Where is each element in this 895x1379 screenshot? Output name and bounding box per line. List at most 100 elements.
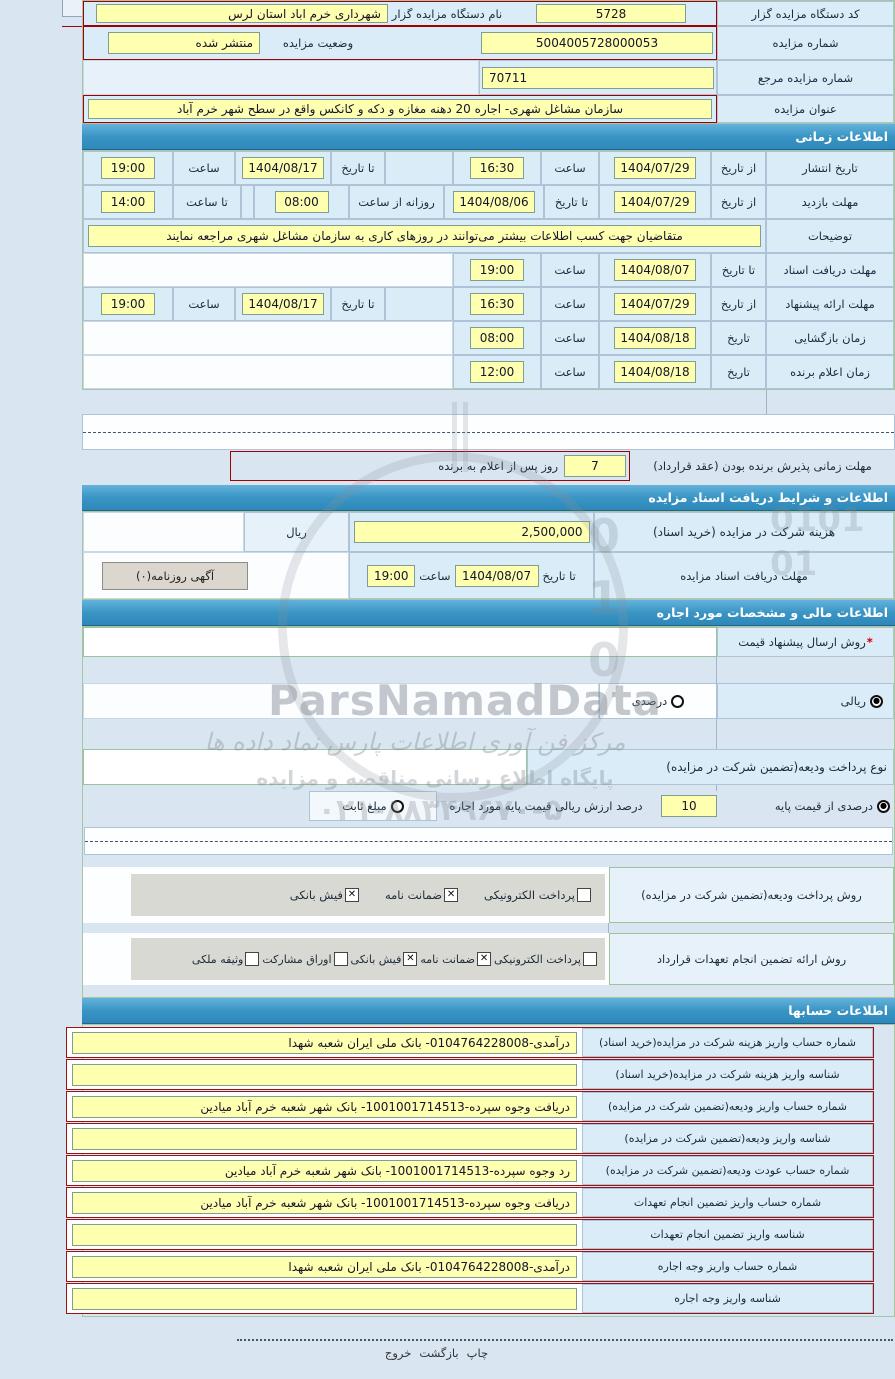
electronic-payment-checkbox[interactable]: پرداخت الکترونیکی — [484, 888, 591, 902]
publish-from-date-input[interactable]: 1404/07/29 — [614, 157, 696, 179]
back-link[interactable]: بازگشت — [419, 1346, 459, 1360]
auction-number-value[interactable]: 5004005728000053 — [481, 32, 713, 54]
device-name-value[interactable]: شهرداری خرم اباد استان لرس — [96, 4, 388, 23]
device-code-label: کد دستگاه مزایده گزار — [717, 1, 894, 26]
docs-deadline-row: مهلت دریافت اسناد مزایده تا تاریخ 1404/0… — [83, 552, 894, 599]
time-info-table: تاریخ انتشار از تاریخ 1404/07/29 ساعت 16… — [82, 150, 895, 390]
price-method-label: * روش ارسال پیشنهاد قیمت — [717, 627, 894, 657]
price-method-label-text: روش ارسال پیشنهاد قیمت — [738, 635, 866, 649]
rial-radio[interactable]: ● ریالی — [841, 694, 883, 708]
percent-of-base-radio[interactable]: ● درصدی از قیمت پایه — [775, 799, 890, 813]
doc-deadline-time-input[interactable]: 19:00 — [470, 259, 524, 281]
proposal-to-date-input[interactable]: 1404/08/17 — [242, 293, 324, 315]
participation-bonds-checkbox[interactable]: اوراق مشارکت — [262, 952, 348, 966]
section-header-time-info: اطلاعات زمانی — [82, 124, 895, 150]
hour-label: ساعت — [541, 253, 599, 287]
publish-from-time-input[interactable]: 16:30 — [470, 157, 524, 179]
bank-receipt-checkbox[interactable]: ✕ فیش بانکی — [351, 952, 418, 966]
checkbox-checked-icon: ✕ — [403, 952, 418, 966]
checkbox-label: اوراق مشارکت — [262, 952, 332, 966]
print-link[interactable]: چاپ — [466, 1346, 489, 1360]
publish-to-date-input[interactable]: 1404/08/17 — [242, 157, 324, 179]
visit-daily-from-input[interactable]: 08:00 — [274, 191, 329, 213]
from-date-label: از تاریخ — [711, 185, 766, 219]
auction-detail-page: کد دستگاه مزایده گزار 5728 نام دستگاه مز… — [66, 0, 895, 1360]
account-row-input[interactable]: رد وجوه سپرده-1001001714513- بانک شهر شع… — [72, 1159, 577, 1182]
bank-receipt-checkbox[interactable]: ✕ فیش بانکی — [290, 888, 359, 902]
opening-date-input[interactable]: 1404/08/18 — [614, 327, 696, 349]
account-row-input[interactable]: دریافت وجوه سپرده-1001001714513- بانک شه… — [72, 1095, 577, 1118]
proposal-deadline-row: مهلت ارائه پیشنهاد از تاریخ 1404/07/29 س… — [83, 287, 894, 321]
publish-date-row: تاریخ انتشار از تاریخ 1404/07/29 ساعت 16… — [83, 151, 894, 185]
percent-of-base-radio-label: درصدی از قیمت پایه — [774, 799, 873, 813]
deposit-percent-input[interactable]: 10 — [661, 795, 717, 817]
to-date-label: تا تاریخ — [544, 185, 599, 219]
empty-cell — [83, 321, 453, 355]
hour-label: ساعت — [541, 287, 599, 321]
visit-from-date-input[interactable]: 1404/07/29 — [614, 191, 696, 213]
account-row: شماره حساب عودت ودیعه(تضمین شرکت در مزای… — [66, 1155, 874, 1186]
empty-dashed-panel — [84, 827, 893, 855]
electronic-payment-checkbox[interactable]: پرداخت الکترونیکی — [494, 952, 597, 966]
participation-fee-input[interactable]: 2,500,000 — [353, 521, 590, 543]
footer-dotted-rule — [237, 1339, 893, 1341]
account-row: شماره حساب واریز وجه اجاره درآمدی-010476… — [66, 1251, 874, 1282]
newspaper-ad-button[interactable]: آگهی روزنامه(۰) — [102, 561, 248, 590]
price-method-row: * روش ارسال پیشنهاد قیمت — [83, 627, 894, 657]
checkbox-unchecked-icon — [583, 952, 597, 966]
visit-daily-to-input[interactable]: 14:00 — [101, 191, 155, 213]
proposal-from-date-input[interactable]: 1404/07/29 — [614, 293, 696, 315]
guarantee-letter-checkbox[interactable]: ✕ ضمانت نامه — [385, 888, 459, 902]
account-row-input[interactable] — [72, 1127, 577, 1150]
account-row-input[interactable] — [72, 1063, 577, 1086]
radio-unselected-icon — [390, 799, 404, 813]
empty-cell — [83, 253, 453, 287]
exit-link[interactable]: خروج — [384, 1346, 412, 1360]
auction-title-value[interactable]: سازمان مشاغل شهری- اجاره 20 دهنه مغازه و… — [88, 99, 712, 119]
guarantee-letter-checkbox[interactable]: ✕ ضمانت نامه — [420, 952, 491, 966]
account-row-input[interactable] — [72, 1287, 577, 1310]
docs-deadline-time-input[interactable]: 19:00 — [367, 564, 416, 587]
deposit-type-label: نوع پرداخت ودیعه(تضمین شرکت در مزایده) — [527, 749, 894, 785]
checkbox-label: فیش بانکی — [350, 952, 402, 966]
opening-time-input[interactable]: 08:00 — [470, 327, 524, 349]
visit-deadline-label: مهلت بازدید — [766, 185, 894, 219]
empty-dashed-panel — [82, 414, 895, 450]
proposal-from-time-input[interactable]: 16:30 — [470, 293, 524, 315]
winner-date-input[interactable]: 1404/08/18 — [614, 361, 696, 383]
notes-value[interactable]: متقاضیان جهت کسب اطلاعات بیشتر می‌توانند… — [88, 225, 761, 247]
proposal-to-time-input[interactable]: 19:00 — [101, 293, 155, 315]
title-row-group: سازمان مشاغل شهری- اجاره 20 دهنه مغازه و… — [83, 95, 717, 123]
winner-accept-days-input[interactable]: 7 — [564, 455, 626, 477]
winner-time-input[interactable]: 12:00 — [470, 361, 524, 383]
publish-to-time-input[interactable]: 19:00 — [101, 157, 155, 179]
account-row-label: شناسه واریز تضمین انجام تعهدات — [582, 1220, 873, 1249]
checkbox-checked-icon: ✕ — [344, 888, 359, 902]
winner-accept-group: 7 روز پس از اعلام به برنده — [230, 451, 630, 481]
empty-cell — [83, 60, 479, 95]
visit-to-date-input[interactable]: 1404/08/06 — [453, 191, 535, 213]
device-row-group: 5728 نام دستگاه مزایده گزار شهرداری خرم … — [83, 1, 717, 26]
to-date-label: تا تاریخ — [331, 151, 385, 185]
device-code-value[interactable]: 5728 — [536, 4, 686, 23]
account-row-input[interactable] — [72, 1223, 577, 1246]
radio-selected-icon: ● — [870, 694, 883, 708]
device-name-label: نام دستگاه مزایده گزار — [391, 6, 503, 21]
fixed-amount-radio[interactable]: مبلغ ثابت — [342, 799, 404, 813]
reference-number-value[interactable]: 70711 — [482, 66, 714, 89]
hour-label: ساعت — [541, 355, 599, 389]
footer-links: چاپ بازگشت خروج — [0, 1346, 895, 1360]
date-label: تاریخ — [711, 321, 766, 355]
docs-deadline-date-input[interactable]: 1404/08/07 — [454, 564, 539, 587]
visit-deadline-row: مهلت بازدید از تاریخ 1404/07/29 تا تاریخ… — [83, 185, 894, 219]
property-collateral-checkbox[interactable]: وثیقه ملکی — [192, 952, 260, 966]
deposit-percent-desc: درصد ارزش ریالی قیمت پایه مورد اجاره — [449, 799, 643, 813]
account-row-input[interactable]: دریافت وجوه سپرده-1001001714513- بانک شه… — [72, 1191, 577, 1214]
account-row-input[interactable]: درآمدی-0104764228008- بانک ملی ایران شعب… — [72, 1255, 577, 1278]
account-row-input[interactable]: درآمدی-0104764228008- بانک ملی ایران شعب… — [72, 1031, 577, 1054]
status-value[interactable]: منتشر شده — [108, 32, 260, 54]
auction-summary-table: کد دستگاه مزایده گزار 5728 نام دستگاه مز… — [82, 0, 895, 124]
doc-deadline-date-input[interactable]: 1404/08/07 — [614, 259, 696, 281]
status-label: وضعیت مزایده — [282, 36, 354, 50]
percent-radio[interactable]: درصدی — [632, 694, 685, 708]
